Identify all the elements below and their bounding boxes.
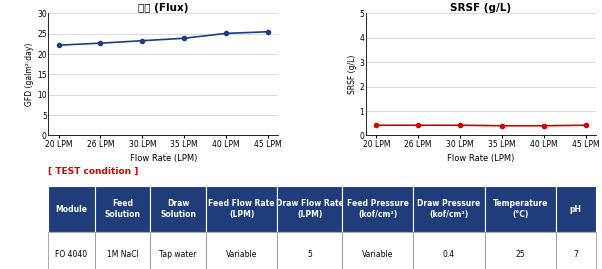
Title: 유량 (Flux): 유량 (Flux) bbox=[138, 3, 188, 13]
Y-axis label: GFD (galm²·day): GFD (galm²·day) bbox=[25, 43, 34, 106]
Y-axis label: SRSF (g/L): SRSF (g/L) bbox=[348, 55, 357, 94]
X-axis label: Flow Rate (LPM): Flow Rate (LPM) bbox=[129, 154, 197, 163]
Title: SRSF (g/L): SRSF (g/L) bbox=[450, 3, 512, 13]
X-axis label: Flow Rate (LPM): Flow Rate (LPM) bbox=[447, 154, 515, 163]
Text: [ TEST condition ]: [ TEST condition ] bbox=[48, 167, 138, 176]
